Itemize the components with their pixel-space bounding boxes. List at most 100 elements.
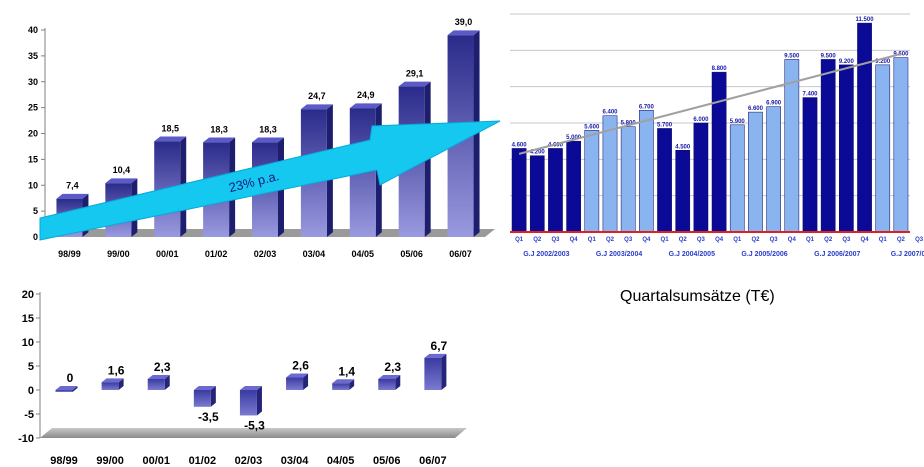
chart1-y-tick-label: 25 xyxy=(28,103,38,113)
chart2-bar xyxy=(511,148,527,233)
chart1-category-label: 06/07 xyxy=(449,249,472,259)
growth-arrow-shape xyxy=(39,120,501,241)
chart2-fiscal-year-label: G.J 2002/2003 xyxy=(523,251,569,258)
chart2-data-label: 5.900 xyxy=(730,119,746,125)
chart1-data-label: 39,0 xyxy=(455,17,473,27)
chart1-y-tick-label: 15 xyxy=(28,154,38,164)
chart2-data-label: 4.200 xyxy=(530,150,546,156)
chart3-bar xyxy=(332,383,350,390)
chart1-bar-top xyxy=(56,193,89,199)
chart3-data-label: -3,5 xyxy=(198,410,219,424)
chart3-bar-top xyxy=(101,378,124,383)
chart3-category-label: 05/06 xyxy=(373,455,401,467)
chart2-data-label: 5.000 xyxy=(566,135,582,141)
chart3-data-label: -5,3 xyxy=(244,418,265,432)
chart2-data-label: 9.600 xyxy=(893,52,909,58)
chart2-bar xyxy=(711,71,727,233)
chart2-quarter-label: Q3 xyxy=(697,237,706,243)
chart1-bar-top xyxy=(154,136,187,142)
chart1-y-tick-label: 20 xyxy=(28,129,38,139)
chart2-fiscal-year-label: G.J 2007/08 xyxy=(891,251,924,258)
chart1-category-label: 03/04 xyxy=(303,249,326,259)
growth-arrow: 23% p.a. xyxy=(39,120,501,241)
chart3-bar-side xyxy=(441,353,447,390)
chart2-bar xyxy=(802,97,818,233)
chart2-bar xyxy=(766,106,781,233)
chart3-data-label: 6,7 xyxy=(431,339,448,353)
chart2-quarter-label: Q3 xyxy=(770,237,779,243)
chart2-bar xyxy=(893,57,909,233)
chart1-bar-top xyxy=(300,104,333,110)
chart2-data-label: 4.600 xyxy=(512,142,528,148)
chart1-bar-top xyxy=(203,137,236,143)
chart3-category-label: 99/00 xyxy=(96,455,124,467)
chart2-quarter-label: Q3 xyxy=(842,237,851,243)
chart1-data-label: 18,5 xyxy=(161,123,179,133)
chart3-category-label: 03/04 xyxy=(281,455,309,467)
chart3-y-tick-label: 5 xyxy=(28,361,34,373)
chart3-data-label: 2,3 xyxy=(154,360,171,374)
chart2-bar xyxy=(820,59,836,233)
chart3-bar-top xyxy=(147,374,170,379)
chart3-bar-side xyxy=(164,374,170,390)
chart1-data-label: 7,4 xyxy=(66,181,79,191)
chart3-bar xyxy=(239,390,257,416)
chart3-bar-top xyxy=(424,353,447,358)
chart2-data-label: 5.800 xyxy=(621,121,637,127)
chart2-quarter-label: Q4 xyxy=(642,237,651,243)
chart3-category-label: 04/05 xyxy=(327,455,355,467)
chart2-quarter-label: Q1 xyxy=(588,237,597,243)
chart3-bar-side xyxy=(349,379,355,390)
chart1-data-label: 24,7 xyxy=(308,91,326,101)
chart2-bar xyxy=(529,155,545,233)
chart2-data-label: 6.400 xyxy=(602,110,618,116)
chart2-bar xyxy=(639,110,654,233)
chart2-fiscal-year-label: G.J 2006/2007 xyxy=(814,251,860,258)
chart2-data-label: 6.700 xyxy=(639,104,655,110)
chart2-trend-line xyxy=(518,52,902,155)
chart1-category-label: 05/06 xyxy=(400,249,423,259)
chart1-data-label: 24,9 xyxy=(357,90,375,100)
chart2-data-label: 4.500 xyxy=(675,144,691,150)
chart1-data-label: 18,3 xyxy=(210,124,228,134)
chart1-bar-top xyxy=(447,30,480,36)
chart2-bar xyxy=(620,126,636,233)
chart2-bar xyxy=(584,130,600,233)
chart3-bar-top xyxy=(55,386,78,390)
chart3-y-tick-label: -5 xyxy=(24,409,34,421)
chart2-bar xyxy=(675,150,691,233)
chart1-y-tick-label: 10 xyxy=(28,180,38,190)
chart2-fiscal-year-label: G.J 2003/2004 xyxy=(596,251,642,258)
chart3-bar xyxy=(193,390,211,407)
chart1-bar-top xyxy=(252,137,284,143)
chart1-category-label: 00/01 xyxy=(156,249,179,259)
chart3-bar-top xyxy=(378,374,401,379)
chart3-category-label: 00/01 xyxy=(142,455,170,467)
chart1-bar-top xyxy=(349,103,382,109)
chart3-y-tick-label: -10 xyxy=(18,433,34,445)
chart2-bar xyxy=(729,124,745,233)
chart2-bar xyxy=(857,22,872,233)
chart1-y-tick-label: 35 xyxy=(28,51,38,61)
chart2-data-label: 4.600 xyxy=(548,142,564,148)
chart3-bar-side xyxy=(303,373,309,390)
chart2-quarter-label: Q4 xyxy=(570,237,579,243)
chart3-data-label: 2,6 xyxy=(292,359,309,373)
chart3-data-label: 2,3 xyxy=(384,360,401,374)
chart3-bar-top xyxy=(286,373,309,378)
chart2-data-label: 5.700 xyxy=(657,122,673,128)
chart3-category-label: 01/02 xyxy=(189,455,217,467)
annual-change-chart: -10 -5 0 5 10 15 20 0 98/99 1,6 99/00 2,3 00/01 -3,5 0… xyxy=(18,289,467,467)
chart3-category-label: 02/03 xyxy=(235,455,263,467)
chart2-quarter-label: Q2 xyxy=(751,237,760,243)
chart1-bar-top xyxy=(105,178,138,184)
chart3-bar-top xyxy=(239,386,262,390)
chart2-quarter-label: Q3 xyxy=(551,237,560,243)
chart3-data-label: 1,4 xyxy=(338,364,355,378)
chart3-floor xyxy=(40,428,467,438)
chart1-category-label: 02/03 xyxy=(254,249,277,259)
chart2-quarter-label: Q4 xyxy=(715,237,724,243)
chart3-bar-side xyxy=(256,386,262,416)
quarterly-chart-caption: Quartalsumsätze (T€) xyxy=(620,288,775,305)
chart3-data-label: 1,6 xyxy=(108,363,125,377)
